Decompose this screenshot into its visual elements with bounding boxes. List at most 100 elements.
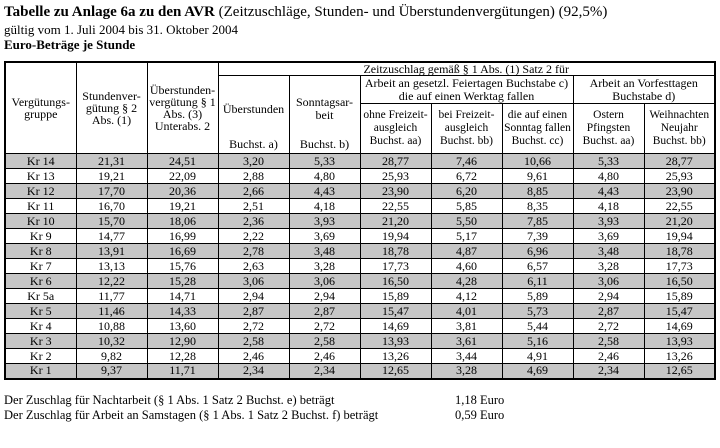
value-cell: 16,70 [75, 198, 148, 214]
title-suffix: (Zeitzuschläge, Stunden- und Überstunden… [214, 4, 608, 20]
value-cell: 2,72 [288, 318, 361, 334]
header-sonntagsarbeit-label: Sonntagsar- beit [295, 95, 354, 122]
value-cell: 28,77 [359, 153, 432, 169]
salary-table: Vergütungs- gruppe Stundenver- gütung § … [4, 61, 716, 380]
table-header: Vergütungs- gruppe Stundenver- gütung § … [4, 61, 716, 154]
header-feiertage-group: Arbeit an gesetzl. Feiertagen Buchstabe … [359, 75, 574, 104]
value-cell: 10,66 [501, 153, 574, 169]
value-cell: 22,55 [643, 198, 716, 214]
table-row: Kr 9 14,77 16,99 2,22 3,69 19,94 5,17 7,39 3,69 1… [4, 228, 716, 244]
value-cell: 18,78 [359, 243, 432, 259]
verguetungsgruppe-cell: Kr 10 [4, 213, 77, 229]
value-cell: 3,06 [572, 273, 645, 289]
value-cell: 3,44 [430, 348, 503, 364]
header-sonntag-fallen: die auf einen Sonntag fallen Buchst. cc) [501, 103, 574, 154]
value-cell: 5,73 [501, 303, 574, 319]
value-cell: 7,85 [501, 213, 574, 229]
table-row: Kr 5a 11,77 14,71 2,94 2,94 15,89 4,12 5,89 2,94… [4, 288, 716, 304]
value-cell: 19,21 [75, 168, 148, 184]
value-cell: 3,69 [288, 228, 361, 244]
validity-line: gültig vom 1. Juli 2004 bis 31. Oktober … [4, 22, 238, 37]
value-cell: 4,69 [501, 363, 574, 379]
value-cell: 2,51 [217, 198, 290, 214]
value-cell: 6,57 [501, 258, 574, 274]
value-cell: 24,51 [146, 153, 219, 169]
value-cell: 12,65 [359, 363, 432, 379]
value-cell: 11,46 [75, 303, 148, 319]
value-cell: 14,33 [146, 303, 219, 319]
value-cell: 16,99 [146, 228, 219, 244]
value-cell: 13,60 [146, 318, 219, 334]
value-cell: 2,58 [217, 333, 290, 349]
value-cell: 15,28 [146, 273, 219, 289]
header-weihnachten-neujahr: Weihnachten Neujahr Buchst. bb) [643, 103, 716, 154]
header-ohne-freizeitausgleich: ohne Freizeit- ausgleich Buchst. aa) [359, 103, 432, 154]
document-title: Tabelle zu Anlage 6a zu den AVR (Zeitzus… [4, 3, 716, 21]
table-row: Kr 7 13,13 15,76 2,63 3,28 17,73 4,60 6,57 3,28 1… [4, 258, 716, 274]
value-cell: 3,06 [217, 273, 290, 289]
value-cell: 6,96 [501, 243, 574, 259]
table-row: Kr 11 16,70 19,21 2,51 4,18 22,55 5,85 8,35 4,18… [4, 198, 716, 214]
value-cell: 2,58 [288, 333, 361, 349]
value-cell: 6,72 [430, 168, 503, 184]
value-cell: 3,20 [217, 153, 290, 169]
value-cell: 11,71 [146, 363, 219, 379]
value-cell: 5,89 [501, 288, 574, 304]
table-row: Kr 4 10,88 13,60 2,72 2,72 14,69 3,81 5,44 2,72 1… [4, 318, 716, 334]
value-cell: 16,69 [146, 243, 219, 259]
value-cell: 3,93 [572, 213, 645, 229]
value-cell: 19,94 [643, 228, 716, 244]
header-ueberstunden: Überstunden Buchst. a) [217, 75, 290, 154]
value-cell: 2,94 [572, 288, 645, 304]
value-cell: 23,90 [359, 183, 432, 199]
value-cell: 16,50 [643, 273, 716, 289]
value-cell: 2,34 [288, 363, 361, 379]
value-cell: 2,58 [572, 333, 645, 349]
value-cell: 4,43 [288, 183, 361, 199]
value-cell: 15,47 [643, 303, 716, 319]
table-row: Kr 8 13,91 16,69 2,78 3,48 18,78 4,87 6,96 3,48 1… [4, 243, 716, 259]
value-cell: 3,28 [572, 258, 645, 274]
value-cell: 12,28 [146, 348, 219, 364]
value-cell: 22,55 [359, 198, 432, 214]
verguetungsgruppe-cell: Kr 8 [4, 243, 77, 259]
footer-note-samstag-label: Der Zuschlag für Arbeit an Samstagen (§ … [4, 407, 379, 422]
header-zeitzuschlag-group: Zeitzuschlag gemäß § 1 Abs. (1) Satz 2 f… [217, 61, 716, 76]
value-cell: 3,81 [430, 318, 503, 334]
value-cell: 15,89 [643, 288, 716, 304]
header-sonntagsarbeit: Sonntagsar- beit Buchst. b) [288, 75, 361, 154]
value-cell: 4,18 [572, 198, 645, 214]
value-cell: 4,60 [430, 258, 503, 274]
value-cell: 3,69 [572, 228, 645, 244]
value-cell: 2,94 [217, 288, 290, 304]
value-cell: 20,36 [146, 183, 219, 199]
value-cell: 13,93 [643, 333, 716, 349]
value-cell: 5,33 [288, 153, 361, 169]
value-cell: 5,50 [430, 213, 503, 229]
header-sonntagsarbeit-buchst: Buchst. b) [299, 137, 350, 151]
value-cell: 12,90 [146, 333, 219, 349]
verguetungsgruppe-cell: Kr 5a [4, 288, 77, 304]
verguetungsgruppe-cell: Kr 7 [4, 258, 77, 274]
value-cell: 17,73 [643, 258, 716, 274]
value-cell: 2,72 [572, 318, 645, 334]
value-cell: 2,87 [572, 303, 645, 319]
value-cell: 19,21 [146, 198, 219, 214]
footer-notes: Der Zuschlag für Nachtarbeit (§ 1 Abs. 1… [4, 393, 716, 423]
value-cell: 13,93 [359, 333, 432, 349]
value-cell: 6,11 [501, 273, 574, 289]
value-cell: 3,48 [288, 243, 361, 259]
value-cell: 12,65 [643, 363, 716, 379]
value-cell: 12,22 [75, 273, 148, 289]
value-cell: 5,44 [501, 318, 574, 334]
value-cell: 2,66 [217, 183, 290, 199]
value-cell: 25,93 [359, 168, 432, 184]
value-cell: 16,50 [359, 273, 432, 289]
verguetungsgruppe-cell: Kr 14 [4, 153, 77, 169]
value-cell: 4,01 [430, 303, 503, 319]
value-cell: 9,82 [75, 348, 148, 364]
value-cell: 2,94 [288, 288, 361, 304]
value-cell: 2,34 [572, 363, 645, 379]
footer-note-samstag: Der Zuschlag für Arbeit an Samstagen (§ … [4, 408, 716, 423]
value-cell: 5,33 [572, 153, 645, 169]
